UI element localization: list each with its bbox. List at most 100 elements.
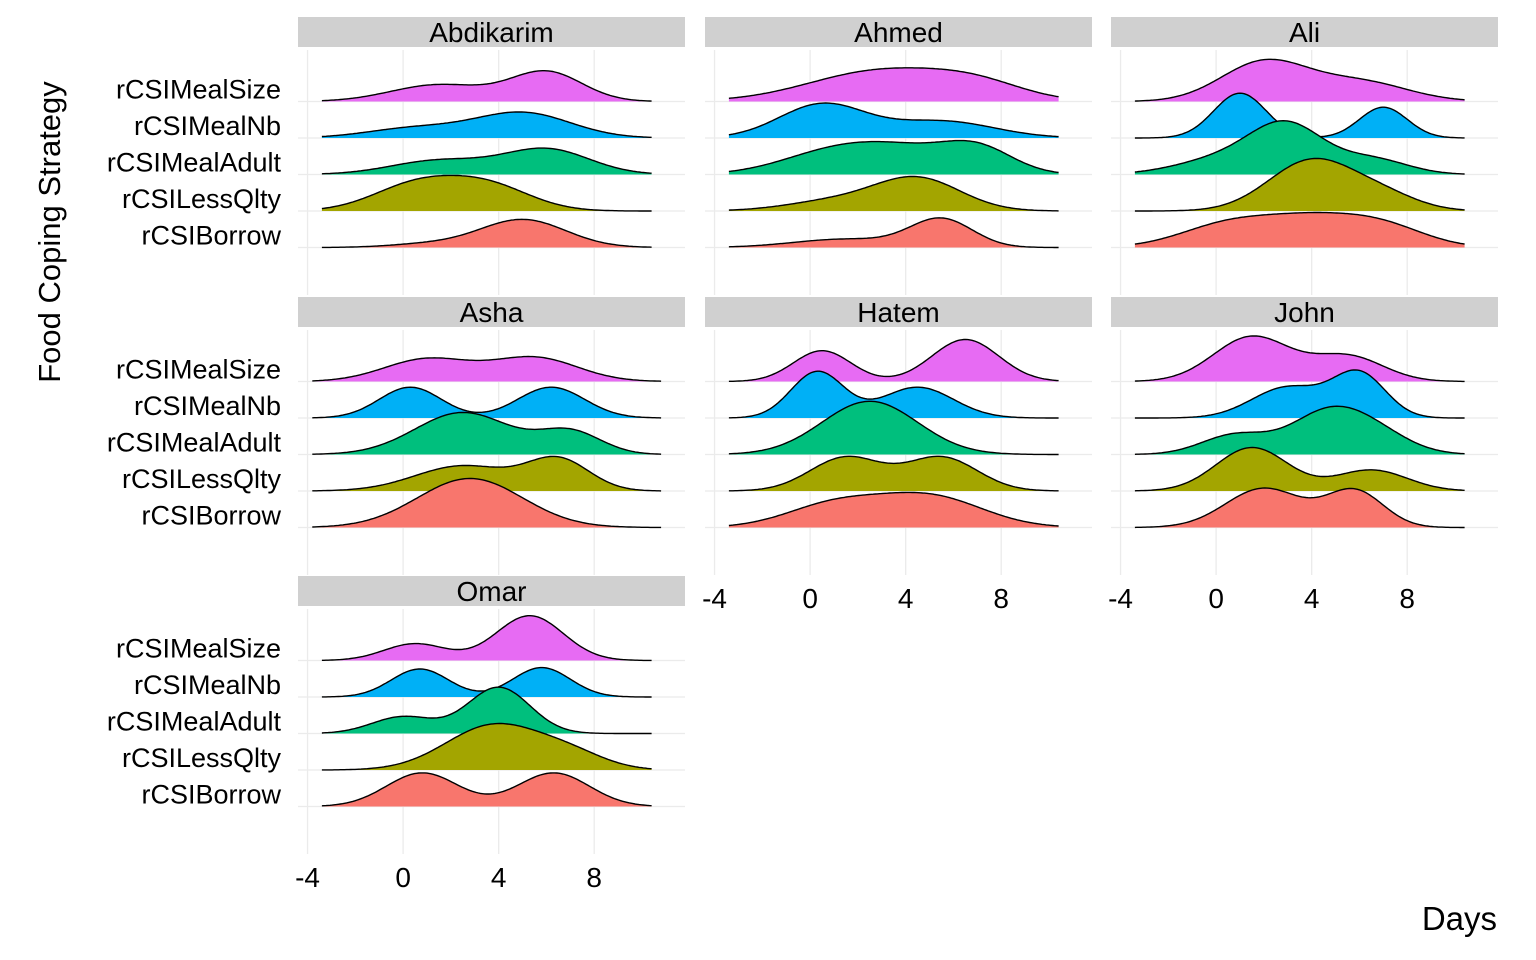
ridge-rCSIMealNb xyxy=(728,371,1059,418)
ridge-outline xyxy=(728,455,1059,492)
x-tick-label: 0 xyxy=(1208,583,1224,614)
ridge-outline xyxy=(1134,157,1465,212)
x-tick-label: -4 xyxy=(702,583,727,614)
x-tick-label: 4 xyxy=(1304,583,1320,614)
ridge-outline xyxy=(728,139,1059,174)
ridge-rCSIMealNb xyxy=(321,112,652,138)
ridge-outline xyxy=(321,722,652,771)
y-tick-label: rCSILessQlty xyxy=(122,464,282,494)
ridge-rCSILessQlty xyxy=(728,456,1059,491)
ridge-rCSIMealSize xyxy=(321,70,652,102)
y-tick-label: rCSIMealSize xyxy=(116,355,281,385)
y-tick-label: rCSILessQlty xyxy=(122,743,282,773)
ridge-rCSIMealSize xyxy=(1134,335,1465,382)
y-tick-label: rCSIMealNb xyxy=(134,111,281,141)
x-tick-label: 0 xyxy=(395,862,411,893)
facet-panel: Ahmed xyxy=(705,17,1092,295)
ridge-rCSILessQlty xyxy=(321,175,652,211)
y-tick-label: rCSIMealAdult xyxy=(107,148,282,178)
y-axis-title: Food Coping Strategy xyxy=(32,81,67,383)
ridge-rCSIMealAdult xyxy=(1134,120,1465,175)
y-tick-label: rCSIBorrow xyxy=(141,221,281,251)
ridge-rCSILessQlty xyxy=(1134,158,1465,211)
facet-strip xyxy=(298,576,685,606)
x-tick-label: 0 xyxy=(802,583,818,614)
ridge-outline xyxy=(728,491,1059,527)
ridge-rCSIMealNb xyxy=(312,387,662,418)
facet-strip-label: Asha xyxy=(460,297,524,328)
ridge-rCSIMealSize xyxy=(1134,59,1465,102)
x-tick-label: 4 xyxy=(491,862,507,893)
ridge-outline xyxy=(312,411,662,455)
ridge-rCSIMealNb xyxy=(1134,369,1465,418)
facet-strip-label: Ahmed xyxy=(854,17,943,48)
facet-strip xyxy=(1111,17,1498,47)
y-tick-label: rCSIMealAdult xyxy=(107,428,282,458)
y-tick-label: rCSIBorrow xyxy=(141,780,281,810)
ridge-outline xyxy=(312,355,662,382)
ridge-outline xyxy=(728,217,1059,249)
facet-strip-label: John xyxy=(1274,297,1335,328)
ridge-rCSILessQlty xyxy=(321,723,652,770)
ridge-outline xyxy=(321,70,652,102)
y-tick-label: rCSIBorrow xyxy=(141,501,281,531)
x-tick-label: -4 xyxy=(1108,583,1133,614)
ridge-outline xyxy=(1134,446,1465,492)
facet-strip-label: Omar xyxy=(457,576,527,607)
y-tick-label: rCSIMealSize xyxy=(116,75,281,105)
x-tick-label: 4 xyxy=(898,583,914,614)
y-tick-label: rCSIMealNb xyxy=(134,391,281,421)
ridge-rCSIMealNb xyxy=(728,103,1059,138)
facet-panels: Abdikarim rCSIBorrow rCSILessQlty rCSIMealA… xyxy=(107,17,1498,893)
ridge-outline xyxy=(1134,335,1465,383)
facet-strip-label: Hatem xyxy=(857,297,939,328)
ridge-rCSIMealAdult xyxy=(312,412,662,455)
ridge-outline xyxy=(728,175,1059,212)
ridge-rCSIMealAdult xyxy=(728,401,1059,455)
ridge-rCSIBorrow xyxy=(1134,212,1465,248)
ridge-outline xyxy=(312,386,662,419)
ridge-outline xyxy=(321,615,652,662)
ridge-rCSIBorrow xyxy=(728,217,1059,248)
ridge-rCSILessQlty xyxy=(728,176,1059,211)
facet-strip xyxy=(705,17,1092,47)
ridge-outline xyxy=(1134,369,1465,419)
ridge-rCSIBorrow xyxy=(1134,488,1465,528)
facet-strip-label: Ali xyxy=(1289,17,1320,48)
ridge-outline xyxy=(312,477,662,529)
ridge-outline xyxy=(728,370,1059,419)
ridge-rCSIMealAdult xyxy=(321,687,652,734)
ridge-outline xyxy=(728,102,1059,138)
y-tick-label: rCSIMealSize xyxy=(116,634,281,664)
ridge-outline xyxy=(1134,58,1465,102)
ridge-rCSILessQlty xyxy=(312,456,662,491)
facet-strip xyxy=(298,297,685,327)
facet-panel: Omar rCSIBorrow rCSILessQlty rCSIMealAdult r… xyxy=(107,576,685,893)
x-tick-label: -4 xyxy=(295,862,320,893)
ridge-outline xyxy=(321,686,652,735)
ridge-rCSIMealNb xyxy=(1134,93,1465,138)
ridge-outline xyxy=(728,338,1059,382)
ridge-outline xyxy=(728,400,1059,456)
facet-strip xyxy=(705,297,1092,327)
ridge-outline xyxy=(312,455,662,492)
ridge-rCSIMealSize xyxy=(728,339,1059,382)
ridge-rCSIMealSize xyxy=(321,615,652,661)
y-tick-label: rCSIMealAdult xyxy=(107,707,282,737)
ridge-rCSIMealSize xyxy=(312,356,662,382)
ridge-outline xyxy=(321,111,652,138)
y-tick-label: rCSIMealNb xyxy=(134,670,281,700)
ridge-outline xyxy=(321,772,652,807)
facet-panel: Hatem -4 0 4 8 xyxy=(702,297,1092,614)
y-tick-label: rCSILessQlty xyxy=(122,184,282,214)
facet-panel: John -4 0 4 8 xyxy=(1108,297,1498,614)
ridge-outline xyxy=(1134,211,1465,245)
ridge-rCSIBorrow xyxy=(321,219,652,248)
ridge-rCSIBorrow xyxy=(321,772,652,807)
facet-strip xyxy=(298,17,685,47)
ridge-outline xyxy=(1134,487,1465,529)
ridge-outline xyxy=(728,67,1059,99)
ridge-outline xyxy=(1134,405,1465,455)
ridge-rCSIMealNb xyxy=(321,667,652,697)
ridge-rCSIMealSize xyxy=(728,67,1059,102)
